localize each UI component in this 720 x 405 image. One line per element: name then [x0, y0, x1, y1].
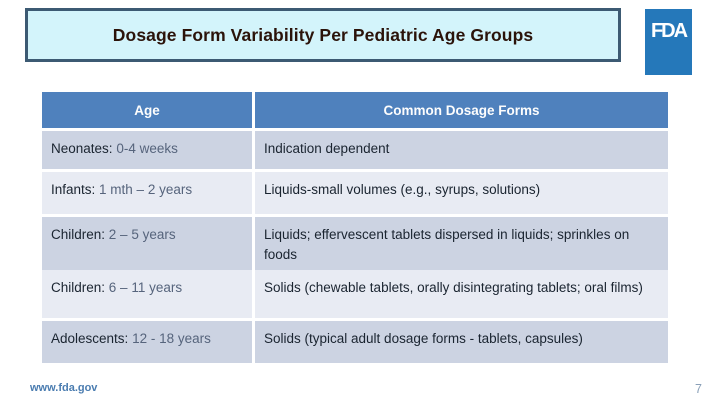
table-body: Neonates: 0-4 weeks Indication dependent… — [42, 131, 668, 363]
age-cell: Children: 6 – 11 years — [42, 270, 252, 318]
table-row: Infants: 1 mth – 2 years Liquids-small v… — [42, 172, 668, 214]
slide-title: Dosage Form Variability Per Pediatric Ag… — [112, 24, 534, 45]
fda-logo: FDA — [645, 9, 692, 75]
age-label: Infants: — [51, 182, 96, 197]
dosage-cell: Solids (chewable tablets, orally disinte… — [255, 270, 668, 318]
slide-page-number: 7 — [695, 382, 702, 396]
age-label: Neonates: — [51, 141, 113, 156]
age-cell: Neonates: 0-4 weeks — [42, 131, 252, 169]
dosage-table: Age Common Dosage Forms Neonates: 0-4 we… — [42, 92, 668, 366]
age-range: 2 – 5 years — [108, 227, 176, 242]
age-label: Adolescents: — [51, 331, 129, 346]
age-cell: Children: 2 – 5 years — [42, 217, 252, 271]
slide-title-box: Dosage Form Variability Per Pediatric Ag… — [25, 8, 621, 62]
age-label: Children: — [51, 227, 106, 242]
age-range: 0-4 weeks — [116, 141, 178, 156]
fda-logo-text: FDA — [650, 20, 688, 42]
column-header-dosage-forms: Common Dosage Forms — [255, 92, 668, 128]
age-range: 12 - 18 years — [132, 331, 211, 346]
age-cell: Adolescents: 12 - 18 years — [42, 321, 252, 363]
table-row: Adolescents: 12 - 18 years Solids (typic… — [42, 321, 668, 363]
dosage-cell: Liquids; effervescent tablets dispersed … — [255, 217, 668, 271]
table-header-row: Age Common Dosage Forms — [42, 92, 668, 128]
footer-fda-gov-link[interactable]: www.fda.gov — [30, 382, 98, 394]
column-header-age: Age — [42, 92, 252, 128]
age-cell: Infants: 1 mth – 2 years — [42, 172, 252, 214]
age-range: 1 mth – 2 years — [99, 182, 193, 197]
age-range: 6 – 11 years — [108, 280, 183, 295]
dosage-cell: Liquids-small volumes (e.g., syrups, sol… — [255, 172, 668, 214]
table-row: Children: 6 – 11 years Solids (chewable … — [42, 270, 668, 318]
table-row: Children: 2 – 5 years Liquids; effervesc… — [42, 217, 668, 271]
table-row: Neonates: 0-4 weeks Indication dependent — [42, 131, 668, 169]
dosage-cell: Indication dependent — [255, 131, 668, 169]
age-label: Children: — [51, 280, 106, 295]
dosage-cell: Solids (typical adult dosage forms - tab… — [255, 321, 668, 363]
